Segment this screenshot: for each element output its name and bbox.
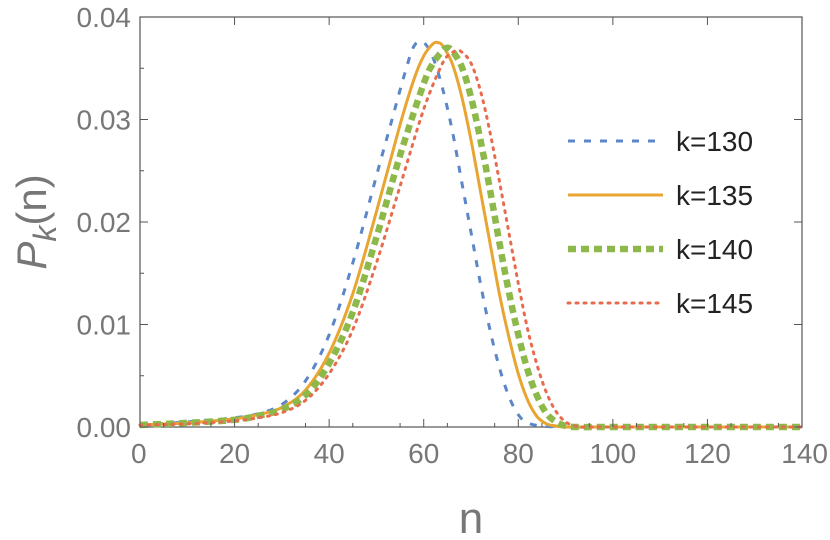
y-tick-label: 0.04 [77, 2, 132, 33]
y-tick-label: 0.00 [77, 412, 132, 443]
series-line-k145 [138, 49, 804, 429]
series-line-k140 [139, 44, 802, 431]
x-tick-label: 120 [684, 438, 731, 469]
y-axis-title: Pk(n) [8, 174, 63, 269]
legend-label: k=145 [676, 288, 753, 319]
y-axis-title-main: P [8, 242, 55, 270]
x-tick-label: 20 [219, 438, 250, 469]
y-tick-label: 0.03 [77, 105, 132, 136]
ticks-layer: 0 20 40 60 80 100 120 140 0.00 0.01 0.02 0.03 0.04 [77, 2, 829, 469]
legend-label: k=130 [676, 126, 753, 157]
x-tick-label: 80 [503, 438, 534, 469]
y-tick-label: 0.01 [77, 310, 132, 341]
legend-label: k=140 [676, 234, 753, 265]
series-line-k135 [139, 40, 802, 429]
y-axis-title-arg: (n) [8, 174, 55, 225]
x-tick-label: 0 [131, 438, 147, 469]
y-tick-label: 0.02 [77, 207, 132, 238]
x-axis-title: n [459, 494, 483, 540]
x-tick-label: 40 [314, 438, 345, 469]
series-line-k130 [139, 39, 802, 429]
x-tick-label: 60 [408, 438, 439, 469]
x-tick-label: 140 [781, 438, 828, 469]
legend-label: k=135 [676, 180, 753, 211]
legend: k=130 k=135 k=140 k=145 [566, 126, 753, 319]
x-tick-label: 100 [589, 438, 636, 469]
series-layer [138, 39, 804, 431]
y-axis-title-sub: k [27, 224, 63, 242]
